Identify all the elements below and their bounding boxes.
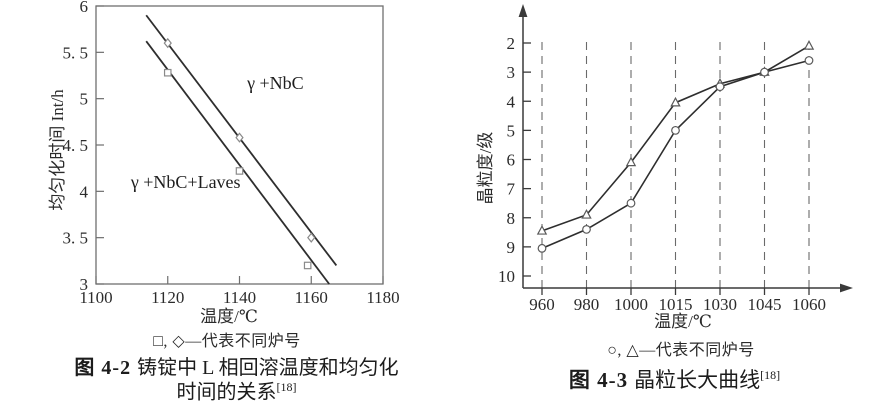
- x-tick-label: 1045: [748, 295, 782, 314]
- x-axis-label: 温度/℃: [654, 312, 712, 330]
- x-tick-label: 1180: [366, 288, 399, 307]
- y-tick-label: 9: [507, 238, 516, 257]
- y-tick-label: 3: [507, 63, 516, 82]
- x-tick-label: 980: [574, 295, 600, 314]
- caption-text: 铸锭中 L 相回溶温度和均匀化: [137, 357, 399, 379]
- y-axis-label: 均匀化时间 Int/h: [48, 89, 67, 211]
- marker-square: [163, 68, 172, 77]
- y-tick-label: 4: [507, 92, 516, 111]
- x-tick-label: 1100: [79, 288, 112, 307]
- caption-line-2: 时间的关系[18]: [32, 380, 441, 405]
- y-tick-label: 10: [498, 267, 515, 286]
- figure-4-2: 6 5. 5 5 4. 5 4 3. 5 3 1100 1120 1140 1160 1180 均匀化时…: [0, 0, 441, 405]
- chart-grain-growth-curves: 2 3 4 5 6 7 8 9 10 960 980 1000 1015 1030 1045 1060 晶粒度/…: [476, 4, 853, 330]
- y-axis-label: 晶粒度/级: [476, 132, 495, 205]
- marker-circle: [671, 125, 680, 135]
- y-tick-label: 3: [80, 275, 89, 294]
- x-axis-label: 温度/℃: [200, 307, 258, 326]
- figure-number: 图 4-2: [74, 357, 132, 379]
- x-tick-label: 960: [529, 295, 555, 314]
- trend-line: [145, 40, 330, 285]
- marker-diamond: [235, 132, 244, 143]
- x-tick-label: 1030: [703, 295, 737, 314]
- figure-number: 图 4-3: [568, 368, 629, 392]
- marker-triangle: [625, 156, 637, 167]
- x-tick-label: 1000: [614, 295, 648, 314]
- y-tick-label: 5. 5: [63, 43, 89, 62]
- marker-legend-note: ○, △—代表不同炉号: [607, 342, 755, 359]
- x-axis-arrow: [840, 283, 853, 293]
- x-tick-label: 1160: [295, 288, 328, 307]
- y-tick-label: 6: [507, 151, 516, 170]
- citation-ref: [18]: [276, 380, 297, 394]
- marker-triangle: [536, 224, 548, 235]
- y-tick-label: 2: [507, 34, 516, 53]
- y-axis-arrow: [518, 4, 528, 17]
- caption-text: 时间的关系: [176, 381, 277, 404]
- y-tick-label: 5: [507, 121, 516, 140]
- caption-text: 晶粒长大曲线: [634, 368, 761, 392]
- figure-4-3: 2 3 4 5 6 7 8 9 10 960 980 1000 1015 1030 1045 1060 晶粒度/…: [441, 0, 881, 394]
- figure-caption: 图 4-3 晶粒长大曲线[18]: [441, 364, 881, 394]
- citation-ref: [18]: [760, 368, 781, 382]
- x-tick-label: 1015: [659, 295, 693, 314]
- caption-line-1: 图 4-2 铸锭中 L 相回溶温度和均匀化: [32, 356, 441, 380]
- region-annotation: γ +NbC+Laves: [130, 172, 241, 192]
- marker-square: [303, 261, 312, 270]
- figure-caption: 图 4-2 铸锭中 L 相回溶温度和均匀化 时间的关系[18]: [0, 356, 441, 405]
- y-tick-label: 7: [507, 180, 516, 199]
- plot-frame: [95, 5, 384, 285]
- marker-triangle: [581, 208, 592, 219]
- x-tick-label: 1060: [792, 295, 826, 314]
- y-tick-label: 6: [80, 0, 89, 16]
- y-tick-label: 4: [80, 182, 89, 201]
- y-tick-label: 5: [80, 90, 89, 109]
- marker-circle: [804, 56, 814, 65]
- marker-diamond: [307, 232, 316, 243]
- marker-diamond: [163, 37, 172, 49]
- y-tick-label: 4. 5: [63, 136, 89, 155]
- marker-circle: [582, 224, 591, 234]
- y-tick-label: 8: [507, 209, 516, 228]
- marker-circle: [626, 198, 636, 208]
- marker-legend-note: □, ◇—代表不同炉号: [153, 333, 301, 350]
- marker-square: [235, 167, 244, 175]
- x-tick-label: 1120: [151, 288, 184, 307]
- y-tick-label: 3. 5: [63, 229, 89, 248]
- marker-circle: [537, 243, 547, 253]
- marker-triangle: [670, 96, 681, 107]
- marker-circle: [760, 67, 769, 77]
- marker-circle: [715, 82, 725, 92]
- marker-triangle: [803, 40, 815, 50]
- region-annotation: γ +NbC: [246, 73, 304, 93]
- x-tick-label: 1140: [223, 288, 256, 307]
